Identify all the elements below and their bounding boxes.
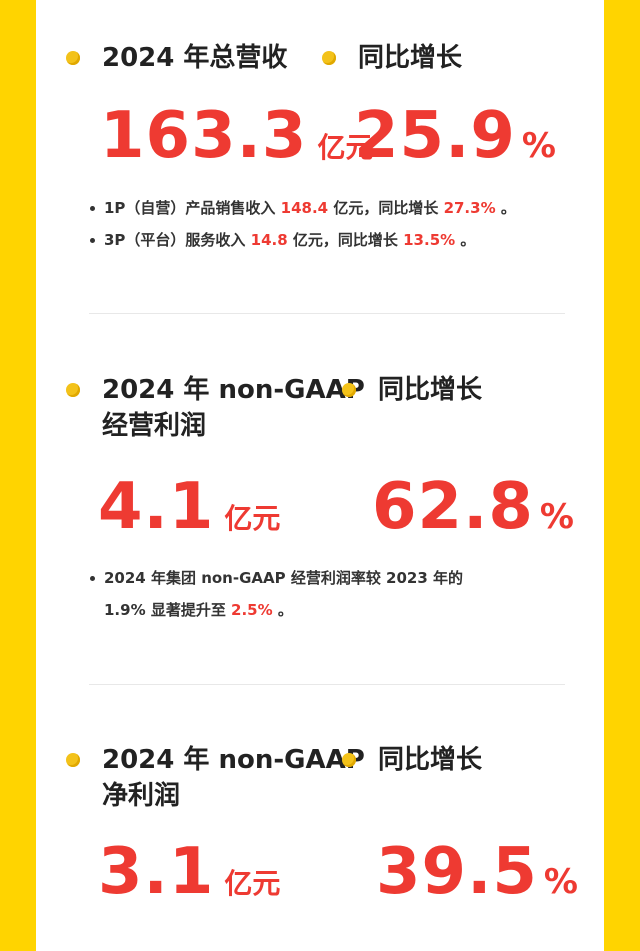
net-profit-growth-number: 39.5 — [376, 835, 538, 909]
divider — [89, 313, 565, 314]
net-profit-number: 3.1 — [98, 835, 215, 909]
revenue-number: 163.3 — [100, 99, 308, 173]
net-profit-unit: 亿元 — [224, 867, 281, 900]
bullet-dot-icon — [66, 383, 80, 397]
operating-profit-section: 2024 年 non-GAAP 经营利润 同比增长 4.1 亿元 62.8 % … — [36, 320, 604, 680]
net-profit-section: 2024 年 non-GAAP 净利润 同比增长 3.1 亿元 39.5 % — [36, 690, 604, 951]
list-item: 1P（自营）产品销售收入 148.4 亿元，同比增长 27.3% 。 — [88, 192, 516, 224]
revenue-bullets: 1P（自营）产品销售收入 148.4 亿元，同比增长 27.3% 。 3P（平台… — [88, 192, 516, 256]
revenue-unit: 亿元 — [317, 131, 374, 164]
revenue-value: 163.3 亿元 — [100, 104, 373, 168]
net-profit-title: 2024 年 non-GAAP 净利润 — [66, 742, 365, 814]
divider — [89, 684, 565, 685]
bullet-dot-icon — [66, 51, 80, 65]
list-item: 3P（平台）服务收入 14.8 亿元，同比增长 13.5% 。 — [88, 224, 516, 256]
operating-profit-growth-value: 62.8 % — [372, 475, 574, 539]
operating-profit-growth-number: 62.8 — [372, 470, 534, 544]
list-item: 2024 年集团 non-GAAP 经营利润率较 2023 年的 1.9% 显著… — [88, 562, 463, 626]
bullet-dot-icon — [66, 753, 80, 767]
operating-profit-value: 4.1 亿元 — [98, 475, 280, 539]
bullet-dot-icon — [342, 383, 356, 397]
net-profit-growth-percent: % — [543, 862, 578, 902]
operating-profit-title: 2024 年 non-GAAP 经营利润 — [66, 372, 365, 444]
operating-profit-unit: 亿元 — [224, 502, 281, 535]
net-profit-growth-title: 同比增长 — [342, 742, 482, 778]
report-card: 2024 年总营收 同比增长 163.3 亿元 25.9 % 1P（自营）产品销… — [36, 0, 604, 951]
revenue-growth-title: 同比增长 — [322, 40, 462, 76]
operating-profit-bullets: 2024 年集团 non-GAAP 经营利润率较 2023 年的 1.9% 显著… — [88, 562, 463, 626]
revenue-growth-number: 25.9 — [354, 99, 516, 173]
revenue-title: 2024 年总营收 — [66, 40, 287, 76]
revenue-growth-percent: % — [521, 126, 556, 166]
bullet-dot-icon — [322, 51, 336, 65]
net-profit-value: 3.1 亿元 — [98, 840, 280, 904]
bullet-dot-icon — [342, 753, 356, 767]
revenue-growth-value: 25.9 % — [354, 104, 556, 168]
operating-profit-number: 4.1 — [98, 470, 215, 544]
operating-profit-growth-title: 同比增长 — [342, 372, 482, 408]
operating-profit-growth-percent: % — [539, 497, 574, 537]
net-profit-growth-value: 39.5 % — [376, 840, 578, 904]
revenue-section: 2024 年总营收 同比增长 163.3 亿元 25.9 % 1P（自营）产品销… — [36, 0, 604, 320]
